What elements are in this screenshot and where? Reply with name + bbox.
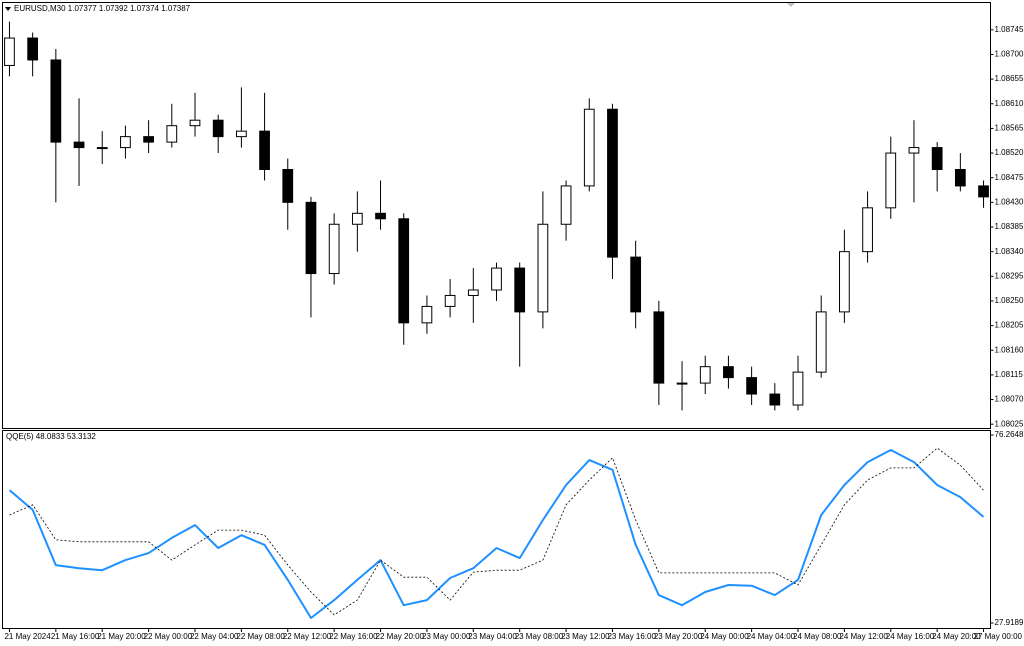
candle-body [282,168,294,203]
candle-body [746,377,757,395]
x-tick-label: 21 May 20:00 [97,632,146,641]
x-tick-label: 23 May 00:00 [422,632,471,641]
y-tick-label: 76.2648 [995,430,1024,439]
x-tick-label: 23 May 08:00 [515,632,564,641]
candle-body [50,59,62,143]
y-tick-label: 1.08430 [995,197,1024,206]
candle-body [676,382,688,385]
x-tick-label: 22 May 00:00 [144,632,193,641]
y-tick-label: 1.08205 [995,321,1024,330]
x-tick-label: 23 May 04:00 [468,632,517,641]
y-tick-label: 1.08700 [995,50,1024,59]
candle-body [96,147,108,150]
candle-body [328,223,340,275]
candle-body [560,185,572,225]
y-tick-label: 1.08340 [995,247,1024,256]
y-tick-label: 1.08655 [995,74,1024,83]
x-tick-label: 23 May 20:00 [654,632,703,641]
x-tick-label: 22 May 04:00 [190,632,239,641]
qqe-line [8,449,985,619]
x-tick-label: 24 May 04:00 [747,632,796,641]
x-tick-label: 22 May 08:00 [236,632,285,641]
candle-body [699,366,711,384]
candle-body [166,125,178,143]
candle-body [73,141,85,149]
candle-body [444,294,456,307]
y-tick-label: 1.08160 [995,345,1024,354]
candle-body [375,212,386,220]
candle-body [236,130,247,138]
candle-body [630,256,642,313]
candle-body [537,223,549,313]
candle-body [491,267,502,291]
candle-body [931,147,943,170]
y-tick-label: 1.08250 [995,296,1024,305]
y-tick-label: 1.08610 [995,99,1024,108]
x-tick-label: 24 May 08:00 [793,632,842,641]
candle-body [723,366,734,379]
qqe-line [9,447,984,616]
chart-title: EURUSD,M30 1.07377 1.07392 1.07374 1.073… [14,4,191,13]
x-tick-label: 24 May 16:00 [886,632,935,641]
candle-body [908,147,920,154]
x-tick-label: 24 May 00:00 [700,632,749,641]
indicator-title: QQE(5) 48.0833 53.3132 [6,432,96,441]
candle-body [792,371,804,406]
y-tick-label: 1.08565 [995,124,1024,133]
y-tick-label: 1.08385 [995,222,1024,231]
x-tick-label: 24 May 20:00 [932,632,981,641]
candle-body [120,136,131,149]
candle-body [467,289,479,296]
price-panel [2,2,991,429]
candle-body [189,119,201,127]
candle-body [653,311,665,384]
candle-body [259,130,270,170]
y-tick-label: 1.08115 [995,370,1024,379]
menu-arrow[interactable] [5,7,11,11]
candle-body [769,393,781,406]
candle-body [212,119,224,138]
candle-body [954,168,966,187]
candle-body [514,267,526,313]
candle-body [305,201,317,275]
x-tick-label: 24 May 12:00 [839,632,888,641]
x-tick-label: 22 May 16:00 [329,632,378,641]
candle-body [351,212,363,225]
candle-body [27,37,39,61]
x-tick-label: 22 May 12:00 [283,632,332,641]
candle-body [862,207,873,253]
indicator-panel [2,430,991,629]
x-tick-label: 21 May 2024 [4,632,51,641]
y-tick-label: 27.9189 [995,618,1024,627]
candle-body [143,136,154,143]
x-tick-label: 23 May 16:00 [607,632,656,641]
y-tick-label: 1.08295 [995,271,1024,280]
candle-body [398,218,410,324]
candle-body [607,108,618,258]
y-tick-label: 1.08025 [995,419,1024,428]
x-tick-label: 22 May 20:00 [376,632,425,641]
x-tick-label: 27 May 00:00 [974,632,1023,641]
x-tick-label: 21 May 16:00 [51,632,100,641]
candle-body [839,251,850,313]
y-tick-label: 1.08520 [995,148,1024,157]
candle-body [4,37,15,66]
shift-marker [787,3,795,7]
x-tick-label: 23 May 12:00 [561,632,610,641]
candle-body [815,311,827,373]
candle-body [978,185,989,198]
y-tick-label: 1.08745 [995,25,1024,34]
y-tick-label: 1.08070 [995,395,1024,404]
candle-body [583,108,595,187]
candle-body [421,305,433,324]
y-tick-label: 1.08475 [995,173,1024,182]
candle-body [885,152,897,209]
